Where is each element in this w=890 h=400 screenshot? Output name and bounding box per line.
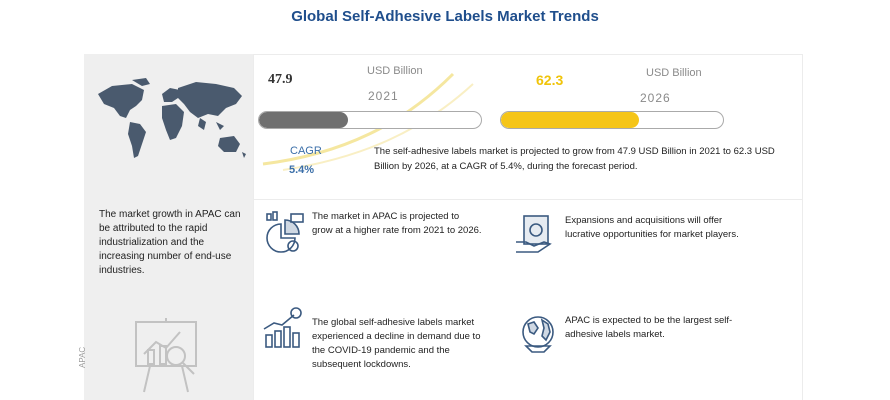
start-value: 47.9 (268, 72, 293, 87)
start-value-bar (258, 111, 482, 129)
feature-apac-largest-text: APAC is expected to be the largest self-… (565, 315, 733, 340)
divider (253, 199, 803, 200)
end-value: 62.3 (536, 72, 564, 88)
page-title: Global Self-Adhesive Labels Market Trend… (291, 8, 599, 25)
globe-icon (522, 316, 554, 353)
start-year: 2021 (368, 89, 399, 103)
money-hand-icon (516, 215, 552, 253)
market-summary-panel (253, 54, 803, 400)
bar-chart-growth-icon (263, 307, 302, 348)
start-unit: USD Billion (367, 65, 423, 77)
projection-text: The self-adhesive labels market is proje… (374, 146, 775, 172)
end-value-bar (500, 111, 724, 129)
presentation-board-icon (135, 318, 197, 393)
apac-vertical-label: APAC (78, 346, 87, 368)
end-value-bar-fill (501, 112, 639, 128)
feature-apac-growth-text: The market in APAC is projected to grow … (312, 211, 482, 236)
end-year: 2026 (640, 91, 671, 105)
growth-swoosh-decoration (262, 72, 474, 171)
world-map-icon (98, 78, 246, 158)
start-value-bar-fill (259, 112, 348, 128)
apac-growth-text: The market growth in APAC can be attribu… (99, 209, 241, 276)
cagr-label: CAGR (290, 145, 322, 157)
pie-chart-analysis-icon (266, 211, 304, 253)
cagr-value: 5.4% (289, 164, 315, 176)
end-unit: USD Billion (646, 67, 702, 79)
feature-expansions-text: Expansions and acquisitions will offer l… (565, 215, 739, 240)
feature-covid-decline-text: The global self-adhesive labels market e… (312, 317, 481, 370)
